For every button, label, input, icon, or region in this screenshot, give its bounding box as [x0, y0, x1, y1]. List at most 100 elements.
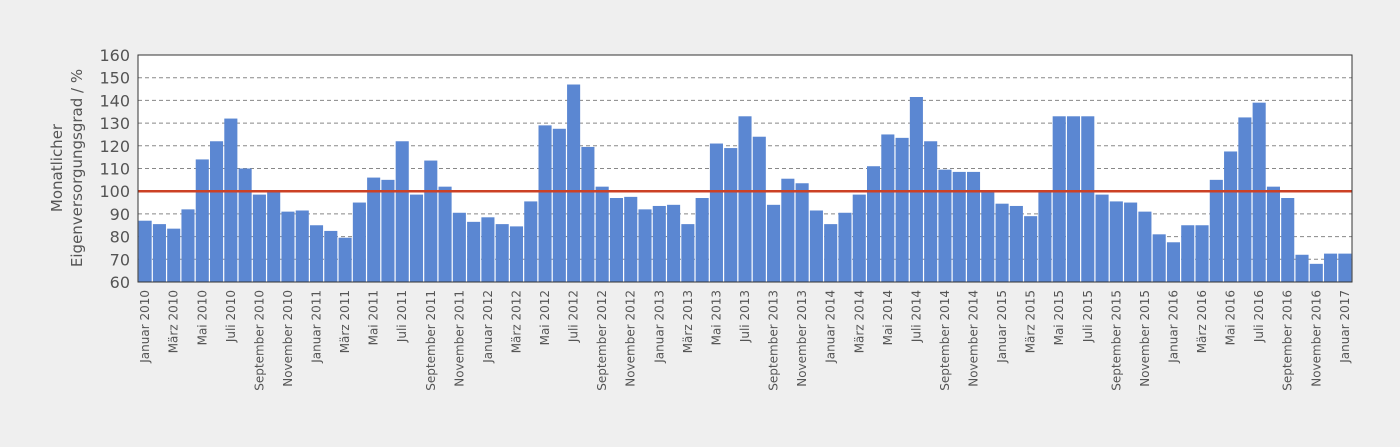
- bar: [624, 196, 638, 282]
- bar: [281, 211, 295, 282]
- bar: [1166, 242, 1181, 282]
- bar: [852, 194, 866, 282]
- bar: [895, 137, 909, 282]
- x-tick-label: Juli 2010: [224, 290, 238, 343]
- bar: [567, 84, 581, 282]
- x-tick-label: Juli 2015: [1081, 290, 1095, 343]
- x-tick-label: November 2016: [1309, 290, 1323, 387]
- bar: [1024, 216, 1038, 282]
- x-tick-label: Januar 2011: [310, 290, 324, 364]
- x-tick-label: Januar 2015: [995, 290, 1009, 364]
- bar: [867, 166, 881, 282]
- x-tick-label: März 2016: [1195, 290, 1209, 353]
- bar: [966, 171, 981, 282]
- bar: [709, 143, 723, 282]
- x-tick-label: März 2015: [1024, 290, 1038, 353]
- y-tick-label: 60: [110, 273, 130, 292]
- x-tick-label: Juli 2013: [738, 290, 752, 343]
- x-tick-label: September 2012: [595, 290, 609, 391]
- bar: [681, 224, 695, 282]
- x-tick-label: März 2014: [852, 290, 866, 353]
- bar: [309, 225, 324, 282]
- x-tick-label: Mai 2011: [367, 290, 381, 345]
- bar: [938, 169, 952, 282]
- bar: [652, 205, 666, 282]
- bar: [1238, 117, 1252, 282]
- y-tick-label: 140: [99, 91, 130, 110]
- bar: [595, 186, 609, 282]
- bar: [438, 186, 452, 282]
- y-tick-label: 160: [99, 46, 130, 65]
- bar: [181, 209, 195, 282]
- bar: [824, 224, 838, 282]
- y-tick-label: 90: [110, 205, 130, 224]
- x-tick-label: November 2014: [967, 290, 981, 387]
- x-tick-label: November 2015: [1138, 290, 1152, 387]
- x-tick-label: November 2011: [452, 290, 466, 387]
- y-axis-label: Eigenversorgungsgrad / %: [68, 69, 86, 267]
- bar: [324, 230, 338, 282]
- y-tick-label: 70: [110, 250, 130, 269]
- bar: [1338, 253, 1352, 282]
- x-tick-label: Januar 2012: [481, 290, 495, 364]
- bar: [452, 212, 466, 282]
- y-tick-label: 130: [99, 114, 130, 133]
- bar: [724, 148, 738, 282]
- bar: [138, 220, 152, 282]
- bar: [267, 192, 281, 282]
- bar: [981, 191, 995, 282]
- x-tick-label: November 2013: [795, 290, 809, 387]
- bar: [752, 136, 766, 282]
- plot-border: [137, 54, 1353, 283]
- bar: [1138, 211, 1152, 282]
- bar: [952, 171, 966, 282]
- bar: [838, 212, 852, 282]
- bar: [1224, 151, 1238, 282]
- x-tick-label: Januar 2013: [652, 290, 666, 364]
- x-tick-label: September 2014: [938, 290, 952, 391]
- bar: [1324, 253, 1338, 282]
- bar: [195, 159, 209, 282]
- bar: [924, 141, 938, 282]
- bar: [238, 168, 252, 282]
- bar: [1052, 116, 1066, 282]
- y-tick-label: 150: [99, 69, 130, 88]
- bar: [1281, 198, 1295, 282]
- x-tick-label: Juli 2016: [1252, 290, 1266, 343]
- bar: [467, 221, 481, 282]
- bar: [224, 118, 238, 282]
- bar: [395, 141, 409, 282]
- x-tick-label: März 2010: [167, 290, 181, 353]
- bar: [495, 224, 509, 282]
- bar: [210, 141, 224, 282]
- bar: [881, 134, 895, 282]
- x-tick-label: September 2011: [424, 290, 438, 391]
- x-tick-label: November 2010: [281, 290, 295, 387]
- bar: [295, 210, 309, 282]
- bar: [1152, 234, 1166, 282]
- bar: [167, 228, 181, 282]
- x-tick-label: September 2015: [1109, 290, 1123, 391]
- bar: [552, 128, 566, 282]
- bar: [1066, 116, 1081, 282]
- bar: [1266, 186, 1280, 282]
- x-tick-label: Mai 2015: [1052, 290, 1066, 345]
- bar: [409, 194, 424, 282]
- x-tick-label: Januar 2014: [824, 290, 838, 364]
- x-tick-label: Mai 2013: [709, 290, 723, 345]
- x-tick-label: Mai 2010: [195, 290, 209, 345]
- bar: [667, 204, 681, 282]
- bar: [795, 183, 809, 282]
- bar: [338, 237, 352, 282]
- x-tick-label: September 2016: [1281, 290, 1295, 391]
- bar: [1109, 201, 1123, 282]
- y-tick-label: 80: [110, 228, 130, 247]
- x-tick-label: September 2010: [252, 290, 266, 391]
- bar: [1309, 263, 1323, 282]
- bar: [638, 209, 652, 282]
- y-tick-label: 100: [99, 182, 130, 201]
- bar: [995, 203, 1009, 282]
- bar: [367, 177, 381, 282]
- x-tick-label: Mai 2012: [538, 290, 552, 345]
